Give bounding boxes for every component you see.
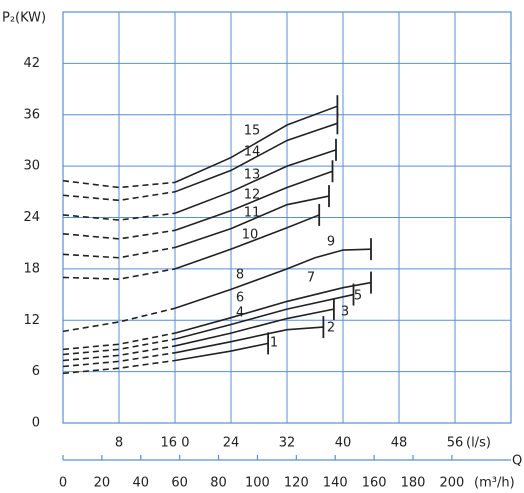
curve: [174, 248, 372, 310]
curve-label: 10: [242, 228, 259, 243]
x-tick-label: 56: [447, 436, 464, 451]
curve: [174, 281, 372, 334]
curve: [62, 307, 176, 333]
x2-tick-label: 140: [323, 476, 348, 491]
curve: [174, 105, 338, 184]
curve: [62, 229, 176, 240]
curve-label: 6: [236, 291, 244, 306]
curve: [174, 326, 324, 354]
y-tick-label: 42: [23, 56, 40, 71]
curve: [174, 195, 330, 249]
curve-label: 15: [244, 124, 261, 139]
x2-tick-label: 20: [94, 476, 111, 491]
x2-tick-label: 80: [210, 476, 227, 491]
x-tick-label: 48: [391, 436, 408, 451]
curve: [62, 338, 176, 356]
curve: [174, 170, 333, 232]
curve: [62, 212, 176, 221]
curve: [174, 308, 335, 347]
y-tick-label: 30: [23, 159, 40, 174]
x2-tick-label: 200: [439, 476, 464, 491]
curve: [174, 122, 338, 193]
x-axis-label: (l/s): [466, 436, 491, 451]
curve: [174, 293, 354, 340]
curve-label: 13: [244, 168, 261, 183]
x-tick-label: 40: [335, 436, 352, 451]
curve: [62, 351, 176, 368]
curve-label: 11: [244, 206, 261, 221]
x-tick-label: 8: [115, 436, 123, 451]
q-label: Q: [512, 454, 522, 469]
x2-tick-label: 120: [284, 476, 309, 491]
x2-tick-label: 40: [133, 476, 150, 491]
curve-label: 2: [327, 321, 335, 336]
curve: [62, 246, 176, 259]
curve: [62, 332, 176, 351]
y-tick-label: 6: [32, 364, 40, 379]
x2-tick-label: 100: [245, 476, 270, 491]
curve-label: 1: [270, 336, 278, 351]
curve-label: 14: [244, 145, 261, 160]
y-axis-label: P₂(KW): [2, 11, 46, 26]
curve-label: 4: [236, 306, 244, 321]
curve-label: 3: [341, 305, 349, 320]
curve: [62, 179, 176, 189]
x-tick-label: 24: [223, 436, 240, 451]
y-tick-label: 24: [23, 210, 40, 225]
curve-label: 9: [327, 235, 335, 250]
curve: [62, 359, 176, 375]
curve-label: 8: [236, 268, 244, 283]
x2-tick-label: 180: [401, 476, 426, 491]
curve: [62, 191, 176, 202]
x-tick-label: 32: [279, 436, 296, 451]
x2-tick-label: 160: [362, 476, 387, 491]
curve-label: 12: [244, 188, 261, 203]
y-tick-label: 12: [23, 313, 40, 328]
curve-label: 7: [307, 271, 315, 286]
curve-label: 5: [354, 289, 362, 304]
y-tick-label: 36: [23, 107, 40, 122]
curve: [174, 149, 337, 214]
x2-tick-label: 60: [171, 476, 188, 491]
curve: [62, 345, 176, 362]
curve: [174, 214, 320, 270]
x2-tick-label: 0: [59, 476, 67, 491]
y-tick-label: 0: [32, 416, 40, 431]
y-tick-label: 18: [23, 261, 40, 276]
x2-axis-label: (m³/h): [474, 476, 515, 491]
curve: [174, 342, 269, 362]
x-tick-label: 16 0: [161, 436, 190, 451]
curve: [62, 268, 176, 280]
